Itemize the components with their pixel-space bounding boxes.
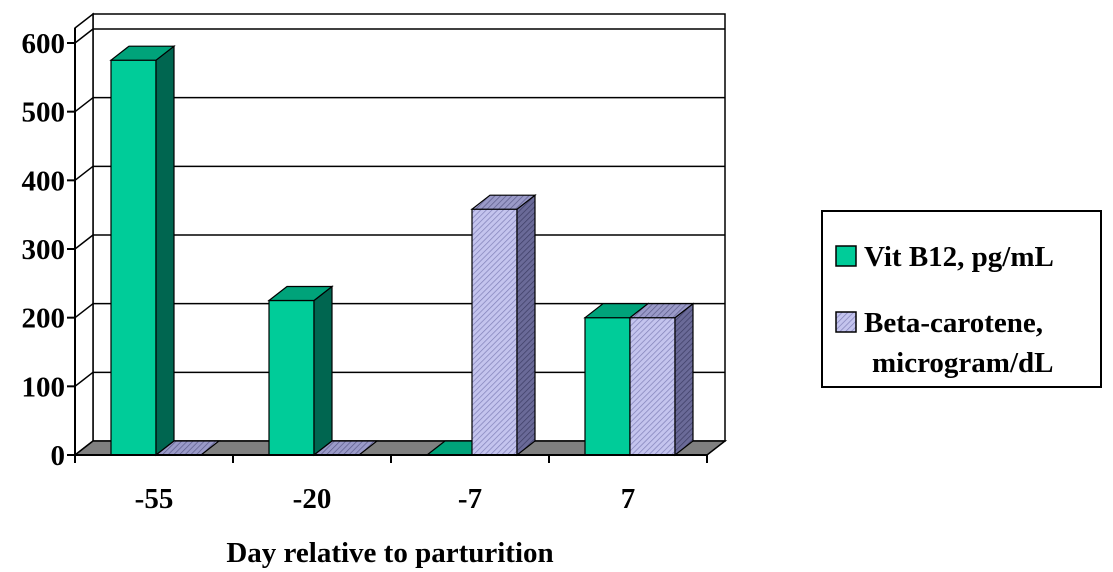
gridline-side	[74, 28, 94, 44]
bar-top	[267, 285, 334, 302]
legend-label-beta-carotene: Beta-carotene, microgram/dL	[864, 307, 1054, 379]
bar	[628, 302, 695, 457]
y-tick-label: 300	[22, 234, 66, 266]
gridline-side	[74, 303, 94, 319]
side-wall	[74, 12, 94, 457]
bar-front	[471, 208, 518, 456]
bar-front	[584, 317, 631, 456]
x-tick-label: -20	[293, 483, 332, 515]
bar	[470, 193, 537, 457]
bar-front	[629, 317, 676, 456]
plot-walls	[74, 12, 726, 457]
x-tick-label: -55	[135, 483, 174, 515]
y-tick-label: 200	[22, 303, 66, 335]
y-tick-label: 400	[22, 165, 66, 197]
bar-side	[313, 285, 333, 457]
gridline-side	[74, 97, 94, 113]
bar-top	[470, 194, 537, 210]
bar-front	[110, 59, 157, 456]
legend-label-line: Beta-carotene,	[864, 307, 1043, 339]
y-tick-label: 600	[22, 28, 66, 60]
bar-top	[109, 45, 176, 61]
legend-swatch-beta-carotene	[835, 311, 857, 333]
bar-side	[516, 193, 536, 457]
bar	[109, 44, 176, 457]
bar-top	[628, 303, 695, 319]
legend-swatch-vit-b12	[835, 245, 857, 267]
bar-side	[674, 302, 694, 457]
x-axis-title: Day relative to parturition	[226, 537, 553, 569]
x-tick-label: -7	[458, 483, 482, 515]
bar-front	[268, 299, 315, 456]
y-axis: 0 100 200 300 400 500 600	[22, 28, 76, 472]
y-tick-label: 100	[22, 371, 66, 403]
gridline-side	[74, 371, 94, 387]
x-tick-label: 7	[621, 483, 636, 515]
legend: Vit B12, pg/mL Beta-carotene, microgram/d…	[821, 210, 1102, 388]
legend-label-line: microgram/dL	[872, 347, 1054, 379]
y-tick-label: 0	[51, 440, 66, 472]
y-tick-label: 500	[22, 97, 66, 129]
bar	[267, 285, 334, 457]
gridline-side	[74, 234, 94, 250]
bars	[109, 44, 695, 457]
legend-label-vit-b12: Vit B12, pg/mL	[864, 241, 1054, 273]
gridline-side	[74, 165, 94, 181]
x-axis: -55 -20 -7 7	[74, 454, 708, 515]
bar-side	[155, 44, 175, 457]
legend-box	[821, 210, 1102, 388]
